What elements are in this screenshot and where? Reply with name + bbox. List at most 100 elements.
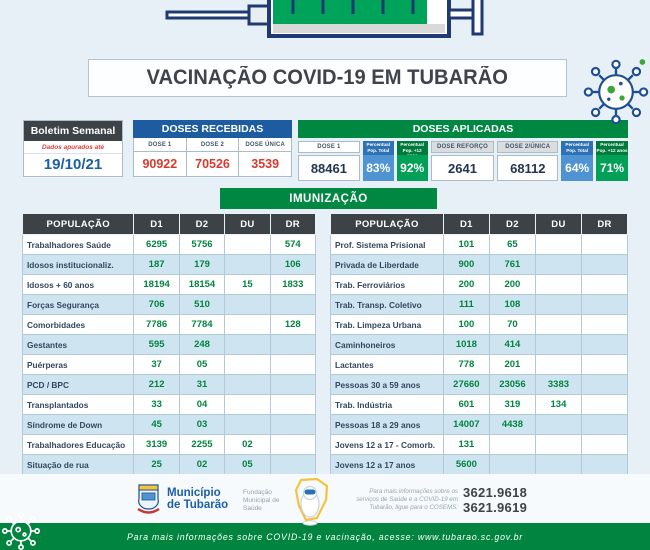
- value-cell: 706: [133, 294, 180, 315]
- population-cell: Jovens 12 a 17 - Comorb.: [330, 434, 444, 455]
- value-cell: 03: [178, 414, 226, 435]
- table-header-row: POPULAÇÃO D1 D2 DU DR: [330, 213, 629, 235]
- value-cell: 05: [224, 454, 271, 475]
- dose-received-item: DOSE 1 90922: [134, 138, 187, 176]
- value-cell: 1018: [442, 334, 490, 355]
- dose-received-item: DOSE 2 70526: [186, 138, 240, 176]
- column-header: POPULAÇÃO: [330, 213, 444, 235]
- population-cell: Trab. Limpeza Urbana: [330, 314, 444, 335]
- value-cell: [224, 394, 271, 415]
- value-cell: 106: [269, 254, 317, 275]
- value-cell: 18194: [133, 274, 180, 295]
- value-cell: 5600: [442, 454, 490, 475]
- population-cell: Comorbidades: [21, 314, 135, 335]
- value-cell: 3139: [133, 434, 180, 455]
- dose-value: 70526: [195, 157, 230, 171]
- foundation-line: Saúde: [243, 505, 262, 512]
- value-cell: [269, 454, 317, 475]
- value-cell: [488, 434, 536, 455]
- organization-strip: [0, 474, 650, 523]
- population-cell: Situação de rua: [21, 454, 135, 475]
- value-cell: [580, 294, 629, 315]
- immunization-title-bar: IMUNIZAÇÃO: [220, 188, 437, 209]
- column-header: DR: [269, 213, 317, 235]
- population-cell: Pessoas 18 a 29 anos: [330, 414, 444, 435]
- immunization-table-left-wrap: POPULAÇÃO D1 D2 DU DR Trabalhadores Saúde 6295…: [21, 213, 317, 475]
- municipality-name-line2: de Tubarão: [167, 499, 229, 511]
- table-row: Lactantes 778 201: [330, 354, 629, 375]
- population-cell: Trabalhadores Saúde: [21, 234, 135, 255]
- syringe-icon: [165, 0, 485, 44]
- population-cell: Privada de Liberdade: [330, 254, 444, 275]
- table-row: Jovens 12 a 17 - Comorb. 131: [330, 434, 629, 455]
- population-cell: Caminhoneiros: [330, 334, 444, 355]
- value-cell: 1833: [269, 274, 317, 295]
- value-cell: 248: [178, 334, 226, 355]
- dose-value: 90922: [142, 157, 178, 171]
- doses-applied-box: DOSES APLICADAS DOSE 1 88461 Percentual Po…: [298, 120, 628, 181]
- value-cell: 33: [133, 394, 180, 415]
- value-cell: 45: [133, 414, 180, 435]
- percent-value: 83%: [362, 155, 394, 181]
- value-cell: 510: [178, 294, 226, 315]
- contact-info-line: Tubarão, ligue para o COSEMS:: [369, 504, 458, 511]
- column-header: D1: [442, 213, 490, 235]
- foundation-line: Fundação: [243, 489, 272, 496]
- doses-received-title: DOSES RECEBIDAS: [133, 120, 292, 138]
- virus-icon-footer: [0, 510, 42, 550]
- value-cell: 18154: [178, 274, 226, 295]
- percent-item: Percentual Pop. Total 83%: [362, 141, 394, 181]
- table-row: Jovens 12 a 17 anos 5600: [330, 454, 629, 475]
- table-row: Puérperas 37 05: [21, 354, 317, 375]
- percent-item: Percentual Pop. Total 64%: [561, 141, 594, 181]
- dose-label: DOSE ÚNICA: [239, 138, 292, 152]
- value-cell: [580, 434, 629, 455]
- value-cell: [224, 234, 271, 255]
- value-cell: 3383: [534, 374, 582, 395]
- phone-number: 3621.9619: [463, 500, 528, 515]
- dose-value: 68112: [497, 155, 559, 181]
- table-row: Caminhoneiros 1018 414: [330, 334, 629, 355]
- table-row: PCD / BPC 212 31: [21, 374, 317, 395]
- population-cell: Prof. Sistema Prisional: [330, 234, 444, 255]
- city-coat-of-arms-icon: [136, 482, 161, 514]
- column-header: POPULAÇÃO: [21, 213, 135, 235]
- doses-received-box: DOSES RECEBIDAS DOSE 1 90922 DOSE 2 70526 DO…: [133, 120, 292, 177]
- value-cell: 15: [224, 274, 271, 295]
- value-cell: [269, 354, 317, 375]
- population-cell: Forças Segurança: [21, 294, 135, 315]
- weekly-bulletin-box: Boletim Semanal Dados apurados até 19/10…: [23, 120, 123, 177]
- value-cell: [580, 374, 629, 395]
- dose-value: 2641: [430, 155, 495, 181]
- population-cell: Idosos institucionaliz.: [21, 254, 135, 275]
- immunization-table-left: POPULAÇÃO D1 D2 DU DR Trabalhadores Saúde 6295…: [21, 213, 317, 475]
- percent-value: 64%: [561, 155, 594, 181]
- value-cell: [534, 234, 582, 255]
- value-cell: [534, 274, 582, 295]
- table-row: Privada de Liberdade 900 761: [330, 254, 629, 275]
- value-cell: 131: [442, 434, 490, 455]
- dose-label: DOSE 2/ÚNICA: [497, 141, 559, 153]
- table-row: Situação de rua 25 02 05: [21, 454, 317, 475]
- value-cell: [269, 394, 317, 415]
- value-cell: 128: [269, 314, 317, 335]
- virus-icon: [580, 52, 650, 132]
- value-cell: 65: [488, 234, 536, 255]
- value-cell: 187: [133, 254, 180, 275]
- value-cell: [534, 414, 582, 435]
- value-cell: 4438: [488, 414, 536, 435]
- table-row: Idosos institucionaliz. 187 179 106: [21, 254, 317, 275]
- value-cell: 101: [442, 234, 490, 255]
- population-cell: Trab. Ferroviários: [330, 274, 444, 295]
- table-row: Trab. Ferroviários 200 200: [330, 274, 629, 295]
- value-cell: 7784: [178, 314, 226, 335]
- dose-applied-item: DOSE REFORÇO 2641: [430, 141, 495, 181]
- column-header: D2: [178, 213, 226, 235]
- value-cell: [580, 454, 629, 475]
- table-row: Pessoas 18 a 29 anos 14007 4438: [330, 414, 629, 435]
- contact-info-line: serviços de Saúde e a COVID-19 em: [356, 496, 458, 503]
- contact-info-line: Para mais informações sobre os: [369, 488, 458, 495]
- value-cell: [269, 334, 317, 355]
- dose-label: DOSE 1: [134, 138, 186, 152]
